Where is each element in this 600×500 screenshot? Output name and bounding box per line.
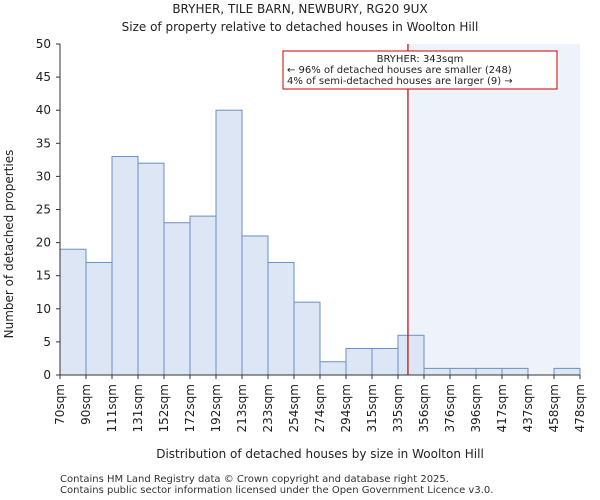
y-tick-label: 40 — [36, 103, 51, 117]
x-tick-label: 335sqm — [391, 384, 405, 432]
bar-376sqm — [449, 367, 477, 376]
x-tick-label: 274sqm — [313, 384, 327, 432]
bar-152sqm — [163, 222, 191, 376]
y-tick-label: 50 — [36, 37, 51, 51]
x-tick-label: 294sqm — [339, 384, 353, 432]
bar-90sqm — [85, 261, 113, 376]
annotation-line-3: 4% of semi-detached houses are larger (9… — [287, 76, 513, 87]
x-tick-label: 478sqm — [573, 384, 587, 432]
bar-396sqm — [475, 367, 503, 376]
y-tick-label: 25 — [36, 203, 51, 217]
y-tick-label: 35 — [36, 136, 51, 150]
y-axis-label: Number of detached properties — [2, 150, 16, 339]
bar-172sqm — [189, 215, 217, 376]
x-tick-label: 70sqm — [53, 384, 67, 425]
bar-70sqm — [59, 248, 87, 376]
x-tick-label: 396sqm — [469, 384, 483, 432]
x-tick-label: 213sqm — [235, 384, 249, 432]
y-tick-label: 30 — [36, 169, 51, 183]
x-tick-label: 192sqm — [209, 384, 223, 432]
bar-192sqm — [215, 109, 243, 376]
x-tick-label: 90sqm — [79, 384, 93, 425]
x-tick-label: 376sqm — [443, 384, 457, 432]
larger-region-shade — [407, 44, 580, 375]
bar-111sqm — [111, 156, 139, 376]
y-tick-label: 20 — [36, 236, 51, 250]
x-tick-label: 315sqm — [365, 384, 379, 432]
bar-417sqm — [501, 367, 529, 376]
annotation-box — [282, 50, 558, 90]
x-tick-label: 417sqm — [495, 384, 509, 432]
bar-213sqm — [241, 235, 269, 376]
x-tick-label: 152sqm — [157, 384, 171, 432]
x-tick-label: 437sqm — [521, 384, 535, 432]
x-tick-label: 458sqm — [547, 384, 561, 432]
y-tick-label: 0 — [43, 368, 51, 382]
x-tick-label: 172sqm — [183, 384, 197, 432]
x-tick-label: 233sqm — [261, 384, 275, 432]
y-tick-label: 5 — [43, 335, 51, 349]
x-tick-label: 111sqm — [105, 384, 119, 432]
annotation-line-2: ← 96% of detached houses are smaller (24… — [287, 65, 512, 76]
annotation-line-1: BRYHER: 343sqm — [377, 54, 464, 65]
x-tick-label: 131sqm — [131, 384, 145, 432]
chart-subtitle: Size of property relative to detached ho… — [121, 20, 479, 34]
y-tick-label: 10 — [36, 302, 51, 316]
bar-458sqm — [553, 367, 581, 376]
bar-233sqm — [267, 261, 295, 376]
bar-356sqm — [423, 367, 451, 376]
x-axis-label: Distribution of detached houses by size … — [156, 447, 484, 461]
bar-335sqm — [397, 334, 425, 376]
bar-274sqm — [319, 361, 347, 376]
bar-254sqm — [293, 301, 321, 376]
y-tick-label: 15 — [36, 269, 51, 283]
footer-copyright: Contains HM Land Registry data © Crown c… — [60, 474, 449, 485]
x-tick-label: 254sqm — [287, 384, 301, 432]
y-tick-label: 45 — [36, 70, 51, 84]
bar-294sqm — [345, 348, 373, 376]
chart-title: BRYHER, TILE BARN, NEWBURY, RG20 9UX — [172, 2, 428, 16]
x-tick-label: 356sqm — [417, 384, 431, 432]
bar-315sqm — [371, 348, 399, 376]
footer-licence: Contains public sector information licen… — [60, 485, 494, 496]
bar-131sqm — [137, 162, 165, 376]
